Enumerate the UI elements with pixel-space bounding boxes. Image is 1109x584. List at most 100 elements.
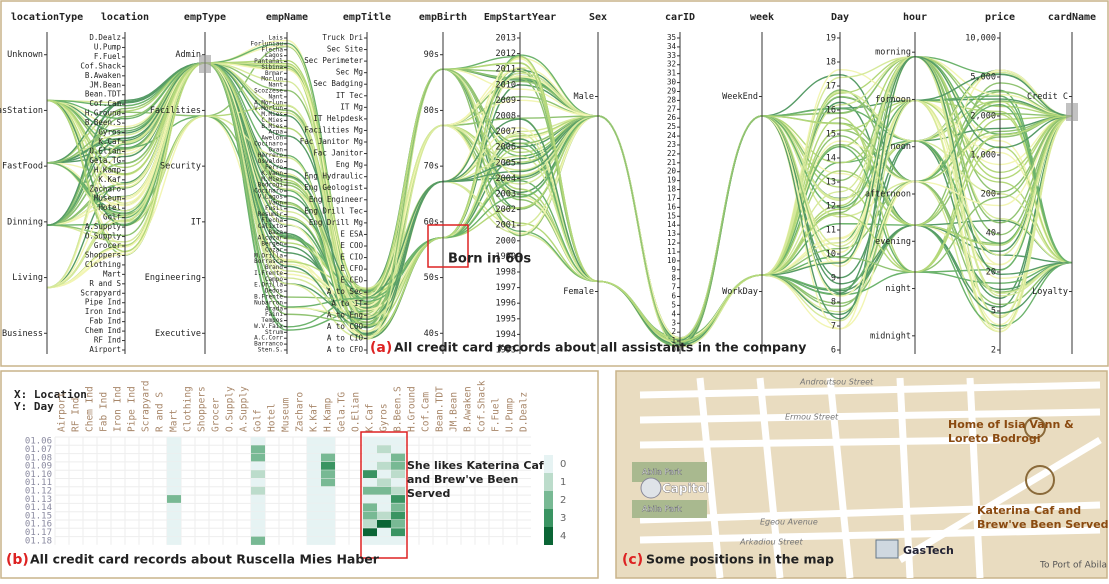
column-label: O.Elian	[351, 392, 362, 432]
column-label: R and S	[155, 392, 166, 432]
axis-tick-label: Sec Perimeter	[304, 56, 363, 65]
axis-title: empType	[184, 12, 226, 23]
axis-tick-label: noon	[891, 142, 911, 152]
axis-tick-label: 7	[831, 322, 836, 332]
axis-tick-label: Business	[2, 329, 43, 339]
axis-tick-label: Iron Ind	[85, 307, 121, 316]
column-label: K.Kaf	[309, 403, 320, 432]
column-label: Airport	[57, 392, 68, 432]
axis-tick-label: 18	[826, 58, 836, 68]
axis-tick-label: Executive	[155, 329, 201, 339]
cafe-marker	[1025, 465, 1055, 495]
heat-cell	[307, 478, 321, 487]
axis-tick-label: 60s	[424, 217, 439, 227]
heat-cell	[363, 445, 377, 454]
column-label: B.Awaken	[463, 386, 474, 432]
axis-tick-label: 50s	[424, 273, 439, 283]
axis-tick-label: 9	[831, 274, 836, 284]
legend-label: 3	[560, 513, 566, 524]
axis-tick-label: K.Caf	[98, 137, 121, 146]
caption: All credit card records about all assist…	[394, 340, 806, 355]
axis-tick-label: Arpa	[269, 129, 284, 136]
axis-tick-label: Flecha	[261, 46, 283, 53]
place-label: Abila Park	[642, 468, 682, 477]
heat-cell	[377, 536, 391, 545]
axis-tick-label: 31	[667, 69, 676, 78]
heat-cell	[307, 511, 321, 520]
axis-tick-label: Eng Drill Mg	[309, 218, 363, 227]
heat-cell	[321, 437, 335, 446]
axis-tick-label: Flecha	[261, 217, 283, 224]
axis-tick-label: A to CIO	[327, 333, 364, 342]
axis-tick-label: Airport	[89, 345, 121, 354]
capitol-icon	[640, 477, 662, 499]
row-label: 01.13	[25, 495, 52, 505]
column-label: B.Been.S	[393, 386, 404, 432]
street	[966, 377, 984, 579]
heat-cell	[307, 536, 321, 545]
heat-cell	[363, 503, 377, 512]
axis-tick-label: Cof.Shack	[80, 61, 121, 70]
axis-tick-label: 12	[826, 202, 836, 212]
column-label: Shoppers	[197, 386, 208, 432]
axis-tick-label: Cof.Cam	[89, 99, 121, 108]
axis-tick-label: O.Supply	[85, 232, 122, 241]
heat-cell	[391, 470, 405, 479]
axis-tick-label: Nubarron	[254, 299, 283, 306]
row-label: 01.08	[25, 453, 52, 463]
axis-tick-label: Facilities	[150, 106, 201, 116]
column-label: Museum	[281, 397, 292, 432]
record-line	[46, 62, 1073, 339]
heat-cell	[377, 503, 391, 512]
axis-tick-label: A.C.Corr	[254, 335, 283, 342]
axis-tick-label: 30	[667, 78, 677, 87]
axis-tick-label: 2006	[496, 143, 516, 153]
axis-title: location	[101, 11, 149, 23]
heat-cell	[377, 486, 391, 496]
axis-tick-label: Fac Janitor	[313, 149, 363, 158]
heat-cell	[377, 528, 391, 537]
axis-tick-label: 15	[667, 211, 676, 220]
heat-cell	[167, 528, 181, 537]
axis-tick-label: morning	[875, 48, 911, 58]
column-label: Pipe Ind	[127, 386, 138, 432]
heat-cell	[251, 478, 265, 487]
axis-tick-label: 28	[667, 95, 677, 104]
axis-tick-label: 0	[671, 345, 676, 354]
axis-tick-label: 2004	[496, 174, 516, 184]
axis-tick-label: M.Orilla	[254, 252, 283, 259]
axis-title: cardName	[1048, 12, 1096, 23]
axis-tick-label: FastFood	[2, 162, 43, 172]
column-label: Cof.Cam	[421, 392, 432, 432]
axis-tick-label: 1994	[496, 330, 516, 340]
axis-tick-label: 2003	[496, 190, 516, 200]
heat-cell	[363, 520, 377, 529]
axis-tick-label: Engineering	[145, 273, 201, 283]
axis-tick-label: 2008	[496, 112, 516, 122]
axis-tick-label: Morlun	[261, 76, 283, 83]
axis-tick-label: 18	[667, 185, 677, 194]
street	[639, 436, 1001, 449]
column-label: Gyros	[379, 403, 390, 432]
axis-tick-label: Security	[160, 162, 201, 172]
row-label: 01.10	[25, 470, 52, 480]
axis-tick-label: Herrero	[258, 152, 284, 159]
legend-label: 1	[560, 477, 566, 488]
heat-cell	[363, 511, 377, 520]
axis-title: empTitle	[343, 11, 391, 23]
axis-tick-label: 2001	[496, 221, 516, 231]
heat-cell	[377, 470, 391, 479]
heat-cell	[307, 461, 321, 471]
axis-tick-label: 22	[667, 149, 676, 158]
heat-cell	[321, 503, 335, 512]
axis-tick-label: 20	[986, 268, 996, 278]
heat-cell	[377, 520, 391, 529]
axis-tick-label: Chem Ind	[85, 326, 121, 335]
heat-cell	[167, 453, 181, 462]
axis-tick-label: 40	[986, 229, 996, 239]
heat-cell	[391, 461, 405, 471]
legend-swatch	[544, 527, 553, 545]
column-label: Bean.TDT	[435, 386, 446, 432]
axis-tick-label: I.Frente	[254, 270, 283, 277]
street-label: Androutsou Street	[799, 378, 874, 387]
